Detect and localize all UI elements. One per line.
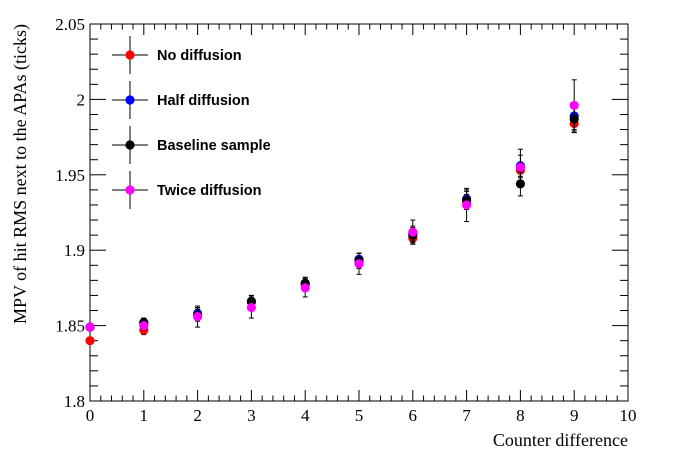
y-tick-label: 2 (77, 90, 86, 109)
x-tick-label: 2 (193, 406, 202, 425)
x-tick-label: 0 (86, 406, 95, 425)
data-point (354, 259, 364, 269)
data-series (85, 79, 579, 346)
x-tick-label: 5 (355, 406, 364, 425)
x-tick-label: 10 (620, 406, 637, 425)
legend-marker (125, 140, 135, 150)
legend-label: Baseline sample (157, 138, 271, 154)
y-tick-label: 1.8 (64, 392, 85, 411)
legend-entry: No diffusion (112, 36, 242, 74)
x-tick-label: 9 (570, 406, 579, 425)
legend-label: Twice diffusion (157, 183, 261, 199)
data-point (85, 322, 95, 332)
axis-ticks (89, 23, 629, 402)
legend-entry: Half diffusion (112, 81, 250, 119)
x-tick-labels: 0 1 2 3 4 5 6 7 8 9 10 (86, 406, 637, 425)
y-tick-label: 1.9 (64, 241, 85, 260)
y-axis-title: MPV of hit RMS next to the APAs (ticks) (10, 24, 31, 324)
data-point (569, 100, 579, 111)
data-point (515, 162, 526, 172)
legend-marker (125, 185, 135, 195)
legend-marker (125, 95, 135, 105)
legend-marker (125, 50, 135, 60)
x-tick-label: 1 (140, 406, 149, 425)
data-point (408, 227, 418, 237)
legend-label: Half diffusion (157, 93, 250, 109)
data-point (462, 200, 472, 210)
data-point (246, 302, 256, 313)
x-tick-label: 7 (462, 406, 471, 425)
x-tick-label: 3 (247, 406, 256, 425)
series-twice-diffusion (85, 79, 579, 332)
y-tick-label: 1.85 (55, 317, 85, 336)
legend: No diffusion Half diffusion Baseline sampl… (112, 36, 271, 209)
y-tick-labels: 1.8 1.85 1.9 1.95 2 2.05 (55, 15, 85, 411)
x-tick-label: 8 (516, 406, 525, 425)
x-axis-title: Counter difference (493, 430, 628, 450)
y-tick-label: 1.95 (55, 166, 85, 185)
y-tick-label: 2.05 (55, 15, 85, 34)
x-tick-label: 6 (409, 406, 418, 425)
data-point (193, 311, 203, 322)
data-point (85, 336, 95, 346)
x-tick-label: 4 (301, 406, 310, 425)
legend-entry: Twice diffusion (112, 171, 261, 209)
legend-label: No diffusion (157, 48, 242, 64)
data-point (139, 321, 149, 331)
data-point (300, 283, 310, 293)
legend-entry: Baseline sample (112, 126, 271, 164)
